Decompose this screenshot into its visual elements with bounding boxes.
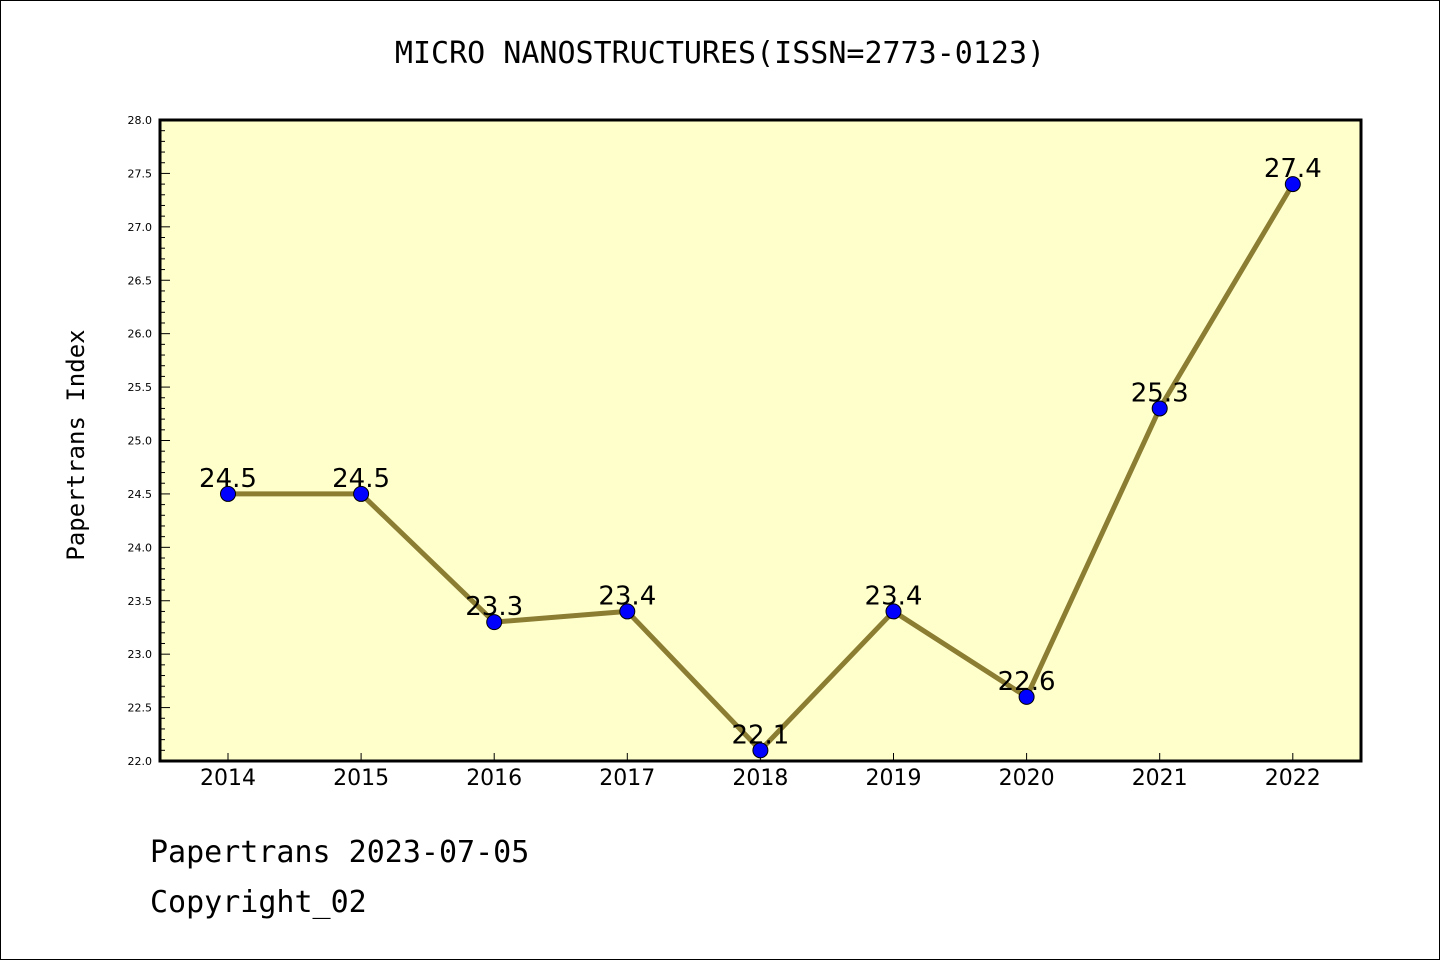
x-tick-label: 2018 xyxy=(732,766,788,791)
data-label: 23.4 xyxy=(865,581,923,611)
data-point xyxy=(1151,400,1168,417)
y-tick-label: 22.5 xyxy=(128,702,153,715)
y-tick-label: 23.5 xyxy=(128,595,153,608)
y-tick-label: 27.5 xyxy=(128,167,153,180)
data-point xyxy=(885,603,902,620)
plot-area xyxy=(160,120,1361,761)
data-label: 24.5 xyxy=(332,464,390,494)
x-tick-label: 2015 xyxy=(333,766,389,791)
data-label: 23.3 xyxy=(465,592,523,622)
data-label: 25.3 xyxy=(1131,378,1189,408)
data-label: 22.6 xyxy=(998,667,1056,697)
data-label: 23.4 xyxy=(598,581,656,611)
data-label: 27.4 xyxy=(1264,154,1322,184)
data-point xyxy=(486,614,503,631)
x-tick-label: 2017 xyxy=(599,766,655,791)
data-point xyxy=(1018,688,1035,705)
y-tick-label: 25.0 xyxy=(128,435,153,448)
data-point xyxy=(1284,176,1301,193)
data-label: 24.5 xyxy=(199,464,257,494)
x-tick-label: 2019 xyxy=(866,766,922,791)
chart-title: MICRO NANOSTRUCTURES(ISSN=2773-0123) xyxy=(394,36,1046,71)
x-tick-label: 2022 xyxy=(1265,766,1321,791)
y-tick-label: 27.0 xyxy=(128,221,153,234)
footer-date: Papertrans 2023-07-05 xyxy=(150,835,530,870)
y-tick-label: 26.0 xyxy=(128,328,153,341)
plot-border xyxy=(158,118,1363,763)
y-tick-label: 22.0 xyxy=(128,755,153,768)
y-tick-label: 26.5 xyxy=(128,274,153,287)
data-point xyxy=(220,485,236,502)
x-tick-label: 2016 xyxy=(466,766,522,791)
x-tick-label: 2020 xyxy=(999,766,1055,791)
footer-copyright: Copyright_02 xyxy=(150,885,367,920)
data-point xyxy=(752,742,769,759)
x-tick-label: 2014 xyxy=(200,766,256,791)
y-tick-label: 24.0 xyxy=(128,541,153,554)
x-tick-label: 2021 xyxy=(1132,766,1188,791)
data-point xyxy=(619,603,636,620)
data-point xyxy=(353,485,370,502)
y-tick-label: 23.0 xyxy=(128,648,153,661)
y-tick-label: 24.5 xyxy=(128,488,153,501)
y-tick-label: 28.0 xyxy=(128,114,153,127)
data-label: 22.1 xyxy=(731,720,789,750)
y-tick-label: 25.5 xyxy=(128,381,153,394)
